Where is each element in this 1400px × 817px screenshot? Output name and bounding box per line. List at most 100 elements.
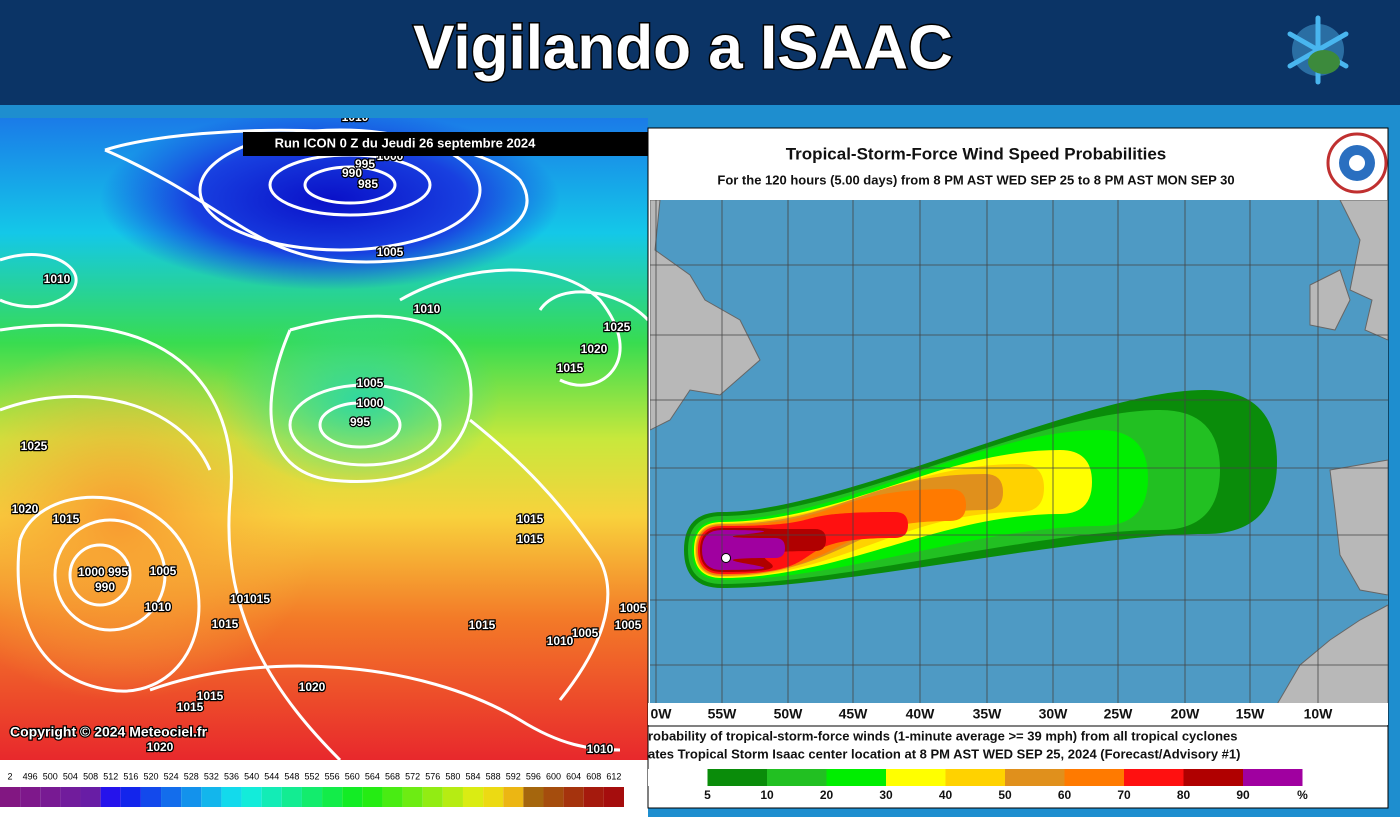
color-scale: 2 496 500 504 508 512 516 520 524 528 532 536 540 544… [0,771,624,807]
scale-label: 512 [103,771,118,781]
legend-label: 80 [1177,788,1191,802]
lon-label-band [648,703,1388,725]
nhc-title: Tropical-Storm-Force Wind Speed Probabil… [786,144,1167,163]
longitude-label: 45W [839,706,869,722]
longitude-label: 30W [1039,706,1069,722]
legend-label: 40 [939,788,953,802]
nws-logo [1326,132,1388,194]
legend-swatch [945,769,1005,786]
probability-map [650,200,1388,725]
legend-label: 90 [1236,788,1250,802]
scale-label: 520 [143,771,158,781]
storm-center [721,553,731,563]
legend-swatch [707,769,767,786]
legend-label: 10 [760,788,774,802]
run-label-box [243,132,648,156]
scale-label: 540 [244,771,259,781]
run-label: Run ICON 0 Z du Jeudi 26 septembre 2024 [275,135,537,150]
scale-swatch [462,787,484,807]
isobar-label: 1015 [197,689,224,703]
scale-swatch [342,787,363,807]
isobar-label: 1015 [469,618,496,632]
scale-swatch [241,787,262,807]
scale-label: 584 [466,771,481,781]
scale-label: 568 [385,771,400,781]
longitude-label: 10W [1304,706,1334,722]
isobar-label: 985 [358,177,378,191]
isobar-label: 1010 [342,110,369,124]
legend-label: 60 [1058,788,1072,802]
isobar-label: 995 [355,157,375,171]
isobar-label: 1005 [357,376,384,390]
legend-swatch [886,769,946,786]
legend-swatch [1005,769,1065,786]
isobar-label: 1025 [604,320,631,334]
legend-swatch [767,769,827,786]
legend-label: % [1297,788,1308,802]
scale-label: 612 [606,771,621,781]
scale-label: 508 [83,771,98,781]
isobar-label: 1000 [357,396,384,410]
scale-label: 2 [8,771,13,781]
scale-label: 588 [486,771,501,781]
scale-label: 608 [586,771,601,781]
legend-label: 70 [1117,788,1131,802]
scale-label: 560 [345,771,360,781]
longitude-label: 55W [708,706,738,722]
scale-swatch [0,787,21,807]
isobar-label: 1015 [517,512,544,526]
longitude-label: 0W [651,706,673,722]
scale-swatch [181,787,202,807]
longitude-labels: 0W 55W 50W 45W 40W 35W 30W 25W 20W 15W 10W [651,706,1334,722]
scale-label: 604 [566,771,581,781]
scale-swatch [503,787,524,807]
legend-swatch [1064,769,1124,786]
caption-line: robability of tropical-storm-force winds… [648,728,1237,743]
isobar-label: 101015 [230,592,270,606]
scale-label: 544 [264,771,279,781]
scale-label: 524 [164,771,179,781]
scale-label: 516 [123,771,138,781]
scale-label: 600 [546,771,561,781]
scale-swatch [221,787,242,807]
isobar-label: 1000 995 [78,565,128,579]
longitude-label: 25W [1104,706,1134,722]
isobar-label: 1005 [377,245,404,259]
caption-line: ates Tropical Storm Isaac center locatio… [648,746,1240,761]
isobar-label: 1015 [177,700,204,714]
header-strip [0,105,1400,118]
isobar-label: 1025 [21,439,48,453]
scale-swatch [201,787,222,807]
scale-swatch [382,787,403,807]
legend-swatch [1183,769,1243,786]
isobar-label: 1010 [587,742,614,756]
isobar-label: 1015 [53,512,80,526]
scale-swatch [80,787,101,807]
scale-label: 564 [365,771,380,781]
scale-swatch [563,787,584,807]
scale-swatch [523,787,544,807]
legend-label: 5 [704,788,711,802]
scale-swatch [422,787,443,807]
isobar-label: 1015 [557,361,584,375]
scale-swatch [281,787,302,807]
isobars [0,128,648,760]
scale-label: 496 [23,771,38,781]
isobar-label: 1015 [517,532,544,546]
scale-swatch [483,787,504,807]
scale-swatch [161,787,182,807]
scale-swatch [603,787,624,807]
legend-swatch [1124,769,1184,786]
scale-swatch [402,787,423,807]
isobar-label: 1005 [150,564,177,578]
isobar-label: 1020 [147,740,174,754]
scale-label: 576 [425,771,440,781]
scale-label: 500 [43,771,58,781]
isobar-label: 1020 [12,502,39,516]
isobar-label: 1020 [581,342,608,356]
scale-swatch [322,787,343,807]
copyright: Copyright © 2024 Meteociel.fr [10,724,208,740]
scale-label: 536 [224,771,239,781]
legend-swatch [648,769,708,786]
scale-label: 532 [204,771,219,781]
